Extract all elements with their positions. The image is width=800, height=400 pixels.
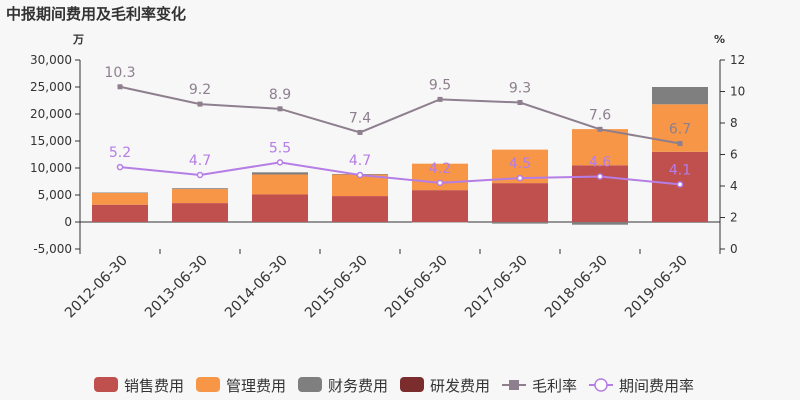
bar-segment xyxy=(412,222,468,223)
data-label: 7.6 xyxy=(589,107,611,123)
data-point xyxy=(277,106,283,112)
legend-label: 期间费用率 xyxy=(619,377,694,395)
series-line xyxy=(119,85,681,145)
data-point xyxy=(596,173,604,180)
data-label: 5.5 xyxy=(269,140,291,156)
data-point xyxy=(357,129,363,135)
data-label: 4.7 xyxy=(349,153,371,169)
legend-swatch xyxy=(298,377,322,392)
data-point xyxy=(677,140,683,146)
x-axis-tick-label: 2015-06-30 xyxy=(302,253,371,322)
data-point xyxy=(517,100,523,106)
legend-marker xyxy=(594,378,608,392)
data-point xyxy=(116,163,124,171)
data-point xyxy=(437,96,443,102)
right-axis-tick-label: 12 xyxy=(730,53,745,67)
bar-segment xyxy=(572,222,628,225)
legend-marker xyxy=(509,380,519,390)
bar-segment xyxy=(172,203,228,222)
series-line xyxy=(119,161,681,186)
legend-label: 财务费用 xyxy=(328,377,388,395)
left-axis-tick-label: 30,000 xyxy=(30,53,72,67)
x-axis-tick-label: 2016-06-30 xyxy=(382,253,451,322)
right-axis-tick-label: 4 xyxy=(730,179,738,193)
right-axis-tick-label: 2 xyxy=(730,211,738,225)
bar-segment xyxy=(652,87,708,105)
right-axis-tick-label: 0 xyxy=(730,242,738,256)
x-axis-tick-label: 2017-06-30 xyxy=(462,253,531,322)
data-label: 4.2 xyxy=(429,161,451,177)
bar-segment xyxy=(572,129,628,166)
x-axis-tick-label: 2018-06-30 xyxy=(542,253,611,322)
left-axis-tick-label: 25,000 xyxy=(30,80,72,94)
left-axis-tick-label: 10,000 xyxy=(30,161,72,175)
bar-segment xyxy=(92,192,148,205)
legend-label: 销售费用 xyxy=(124,377,184,395)
bar-segment xyxy=(172,189,228,204)
legend-label: 毛利率 xyxy=(532,377,577,395)
data-point xyxy=(196,171,204,179)
legend-swatch xyxy=(196,377,220,392)
legend-label: 研发费用 xyxy=(430,377,490,395)
data-point xyxy=(197,101,203,107)
x-axis-tick-label: 2013-06-30 xyxy=(142,253,211,322)
data-point xyxy=(276,159,284,166)
bar-segment xyxy=(332,174,388,197)
bar-segment xyxy=(252,172,308,175)
bar-segment xyxy=(172,188,228,190)
data-label: 9.5 xyxy=(429,77,451,93)
left-axis-tick-label: 5,000 xyxy=(38,188,72,202)
left-axis-tick-label: 20,000 xyxy=(30,107,72,121)
x-axis-tick-label: 2014-06-30 xyxy=(222,253,291,322)
data-label: 4.7 xyxy=(189,153,211,169)
left-axis-tick-label: 15,000 xyxy=(30,134,72,148)
bar-segment xyxy=(412,190,468,222)
legend-swatch xyxy=(94,377,118,392)
data-label: 4.1 xyxy=(669,162,691,178)
right-axis-unit: % xyxy=(714,33,725,46)
legend-swatch xyxy=(400,377,424,392)
data-point xyxy=(516,174,524,182)
data-label: 8.9 xyxy=(269,87,291,103)
data-label: 9.3 xyxy=(509,81,531,97)
data-point xyxy=(676,181,684,188)
bar-segment xyxy=(492,183,548,222)
bar-segment xyxy=(492,222,548,224)
legend-label: 管理费用 xyxy=(226,377,286,395)
right-axis-tick-label: 8 xyxy=(730,116,738,130)
left-axis-unit: 万 xyxy=(72,33,84,46)
x-axis-tick-label: 2019-06-30 xyxy=(622,253,691,322)
right-axis-tick-label: 10 xyxy=(730,85,745,99)
bar-segment xyxy=(252,194,308,222)
bar-segment xyxy=(332,196,388,222)
data-label: 4.5 xyxy=(509,156,531,172)
data-label: 6.7 xyxy=(669,121,691,137)
bar-segment xyxy=(252,174,308,195)
data-point xyxy=(117,84,123,90)
data-label: 5.2 xyxy=(109,145,131,161)
bar-segment xyxy=(92,204,148,222)
data-label: 9.2 xyxy=(189,82,211,98)
data-label: 10.3 xyxy=(104,65,135,81)
left-axis-tick-label: 0 xyxy=(64,215,72,229)
data-label: 4.6 xyxy=(589,155,611,171)
x-axis-tick-label: 2012-06-30 xyxy=(62,253,131,322)
data-point xyxy=(356,171,364,179)
data-point xyxy=(597,126,603,132)
chart-title: 中报期间费用及毛利率变化 xyxy=(6,5,186,23)
right-axis-tick-label: 6 xyxy=(730,148,738,162)
bar-segment xyxy=(92,192,148,194)
data-label: 7.4 xyxy=(349,110,371,126)
data-point xyxy=(436,179,444,187)
left-axis-tick-label: -5,000 xyxy=(33,242,72,256)
